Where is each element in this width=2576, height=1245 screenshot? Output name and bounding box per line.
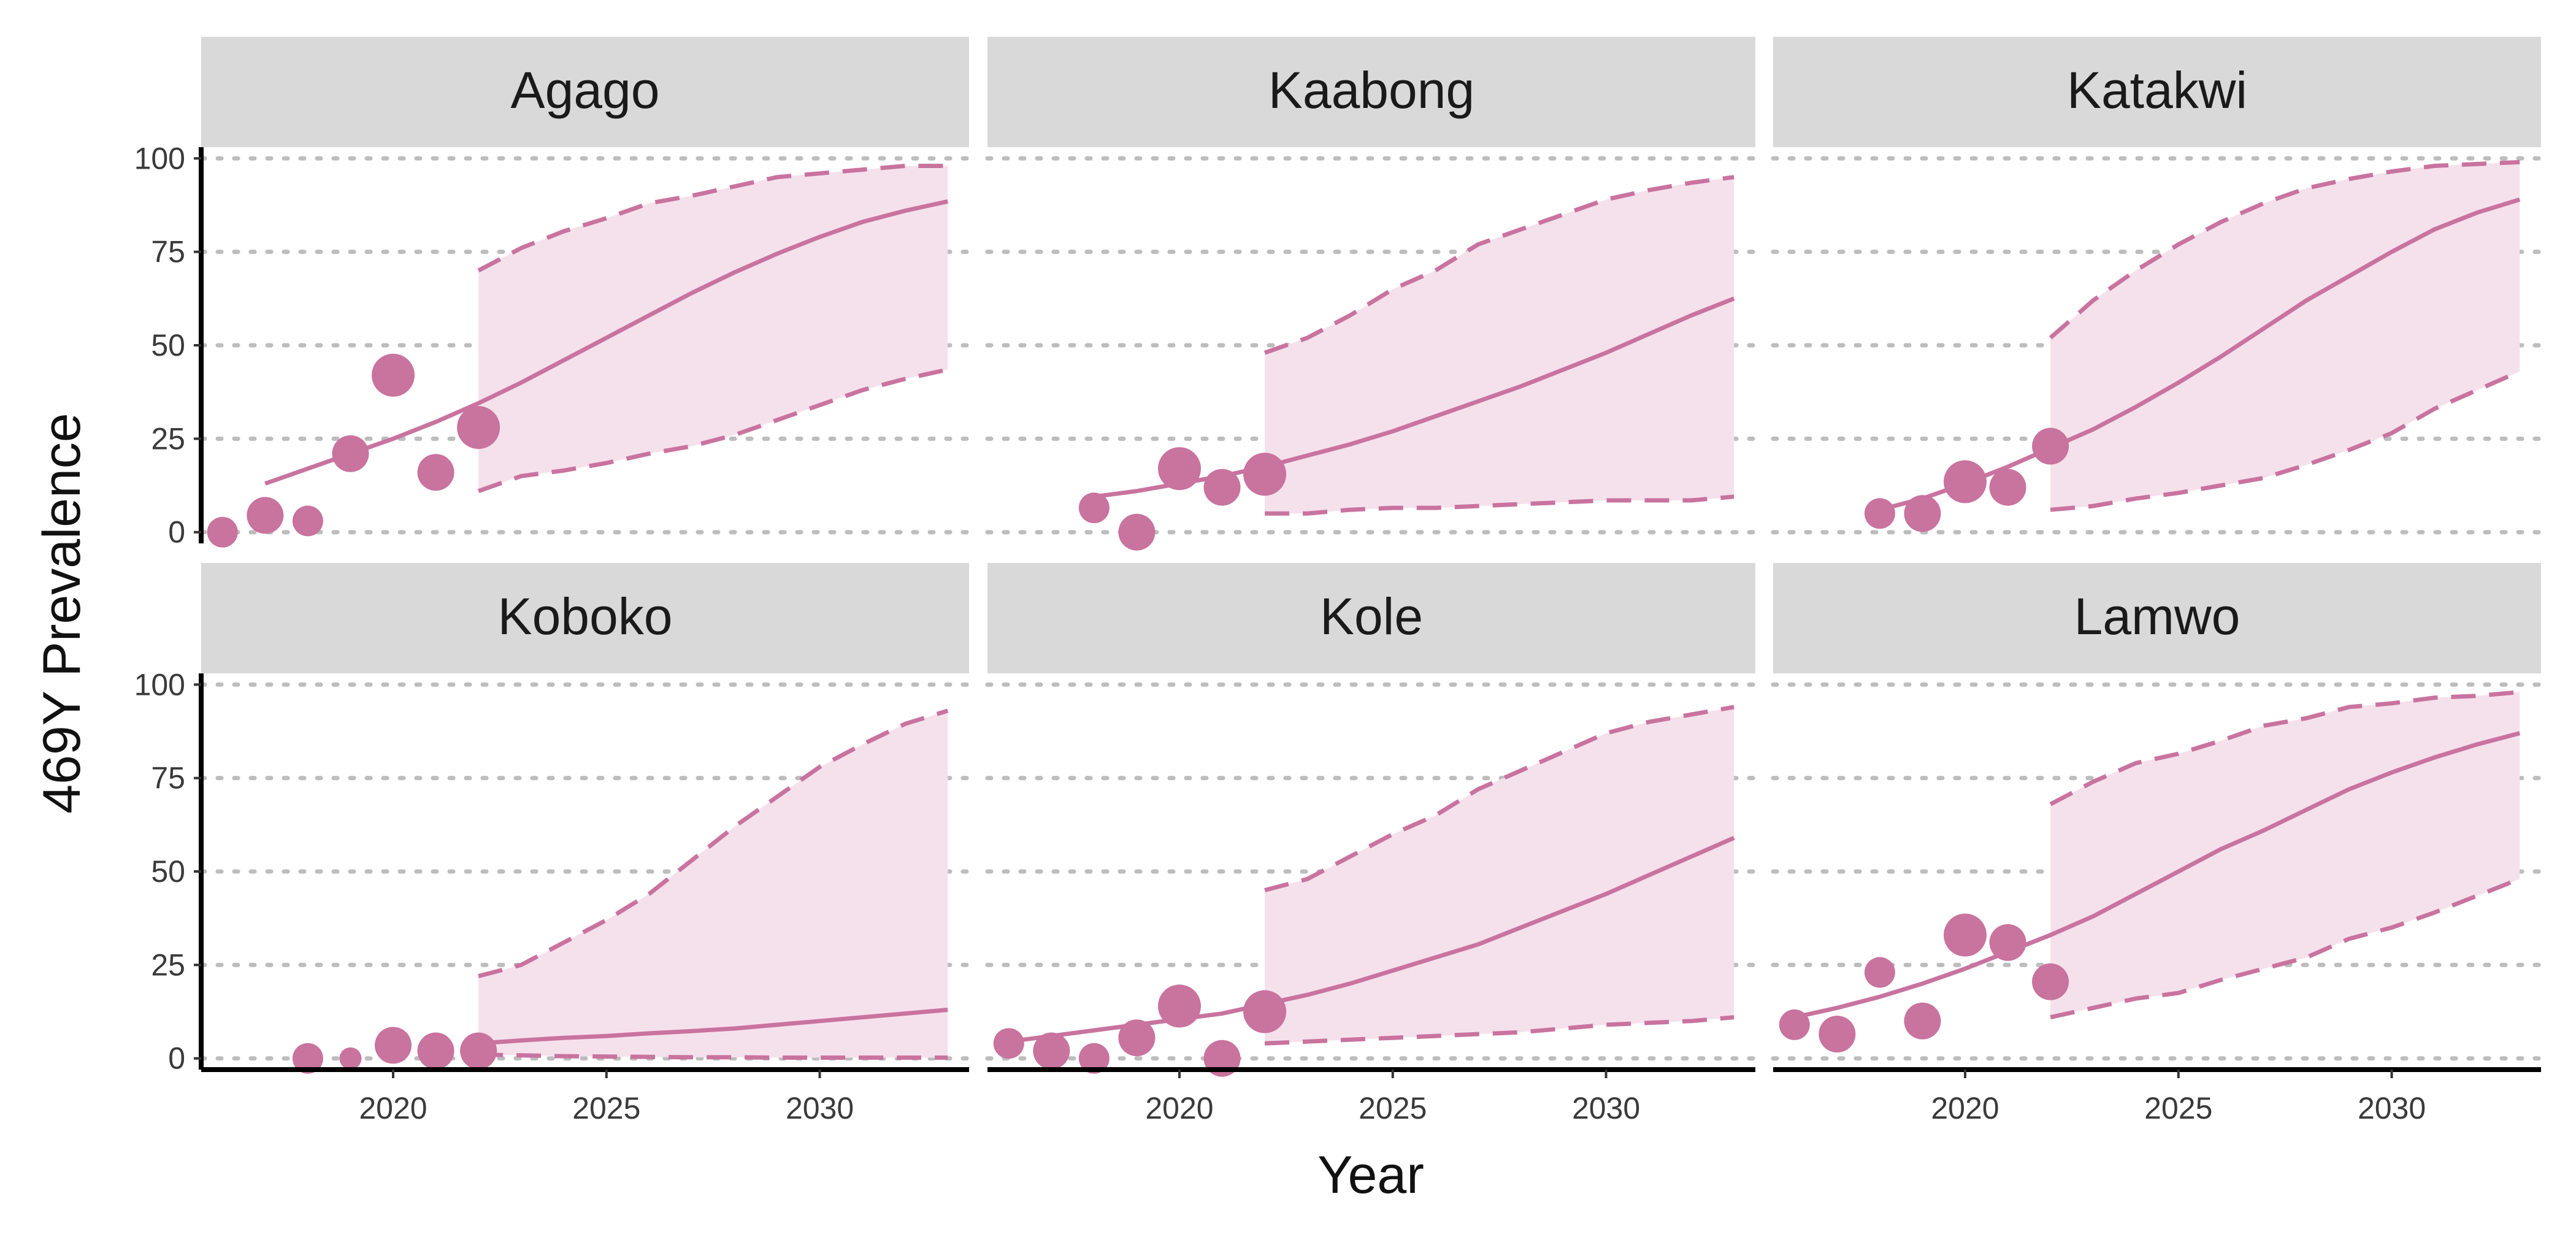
y-tick-label: 75 — [151, 235, 185, 269]
uncertainty-band — [2050, 162, 2520, 510]
x-axis-title: Year — [1317, 1146, 1424, 1205]
observed-point — [1904, 1002, 1941, 1040]
lower-bound-line — [1264, 1015, 1735, 1046]
x-tick-label: 2030 — [1572, 1091, 1640, 1125]
y-tick-label: 25 — [151, 421, 185, 456]
observed-point — [1203, 469, 1241, 506]
observed-point — [372, 353, 415, 397]
facet-strip-lamwo — [1773, 563, 2541, 673]
observed-point — [247, 497, 284, 534]
lower-bound-line — [1265, 494, 1735, 516]
y-tick-label: 0 — [168, 1041, 185, 1076]
observed-point — [1779, 1009, 1810, 1040]
observed-point — [1243, 453, 1287, 496]
facet-strip-kole — [987, 563, 1755, 673]
lower-bound-line — [2050, 876, 2521, 1020]
observed-point — [1078, 492, 1110, 524]
observed-point — [1989, 924, 2026, 961]
x-tick-label: 2020 — [359, 1091, 427, 1125]
x-tick-label: 2020 — [1145, 1091, 1213, 1125]
upper-bound-line — [1263, 175, 1735, 355]
panel-kaabong: Kaabong — [985, 37, 1758, 551]
observed-point — [292, 505, 323, 537]
y-tick-label: 75 — [151, 761, 185, 795]
observed-point — [417, 1032, 454, 1070]
model-mean-line — [478, 1008, 948, 1046]
observed-point — [332, 435, 369, 472]
model-mean-line — [264, 199, 948, 486]
observed-point — [1864, 957, 1895, 988]
x-tick-label: 2025 — [572, 1091, 640, 1125]
observed-point — [292, 1043, 323, 1074]
uncertainty-band — [478, 710, 948, 1058]
uncertainty-band — [478, 166, 948, 491]
observed-point — [1118, 513, 1156, 551]
y-tick-label: 100 — [134, 667, 185, 702]
model-mean-line — [1794, 731, 2521, 1020]
observed-point — [1158, 984, 1201, 1028]
observed-point — [417, 454, 454, 491]
observed-point — [993, 1028, 1024, 1059]
x-tick-label: 2030 — [786, 1091, 854, 1125]
panel-kole: Kole 2020 2025 2030 — [985, 563, 1758, 1125]
observed-point — [1944, 913, 1987, 957]
x-tick-label: 2020 — [1931, 1091, 1999, 1125]
observed-point — [339, 1047, 362, 1070]
upper-bound-line — [2049, 159, 2520, 340]
facet-strip-label: Koboko — [498, 588, 673, 645]
facet-strip-label: Kole — [1320, 588, 1423, 645]
facet-panels: Agago 0 25 50 75 100 Kaabong Katakwi Koboko 0 25 50… — [134, 37, 2543, 1125]
model-mean-line — [1094, 296, 1735, 499]
uncertainty-band — [1265, 707, 1735, 1044]
observed-point — [1864, 498, 1895, 529]
y-tick-label: 50 — [151, 328, 185, 362]
model-mean-line — [1879, 197, 2521, 512]
panel-agago: Agago 0 25 50 75 100 — [134, 37, 972, 550]
facet-strip-katakwi — [1773, 37, 2541, 147]
panel-lamwo: Lamwo 2020 2025 2030 — [1771, 563, 2543, 1125]
upper-bound-line — [2049, 690, 2520, 806]
uncertainty-band — [1265, 177, 1735, 514]
facet-strip-label: Katakwi — [2067, 61, 2247, 119]
observed-point — [1118, 1019, 1156, 1057]
panel-koboko: Koboko 0 25 50 75 100 2020 2025 2030 — [134, 563, 972, 1125]
observed-point — [1158, 447, 1201, 491]
panel-katakwi: Katakwi — [1771, 37, 2543, 535]
observed-point — [1078, 1043, 1110, 1074]
observed-point — [2032, 427, 2069, 465]
observed-point — [1819, 1016, 1856, 1053]
y-tick-label: 50 — [151, 854, 185, 889]
x-tick-label: 2025 — [1359, 1091, 1427, 1125]
y-tick-label: 0 — [168, 515, 185, 550]
upper-bound-line — [477, 164, 948, 273]
lower-bound-line — [477, 367, 948, 494]
observed-point — [1243, 990, 1287, 1033]
observed-point — [1944, 460, 1987, 504]
facet-strip-agago — [201, 37, 969, 147]
observed-point — [1989, 469, 2026, 506]
facet-strip-label: Agago — [511, 61, 660, 119]
lower-bound-line — [2050, 369, 2521, 512]
observed-point — [375, 1027, 412, 1064]
upper-bound-line — [478, 708, 949, 978]
x-tick-label: 2025 — [2144, 1091, 2212, 1125]
y-axis-title: 469Y Prevalence — [33, 413, 91, 813]
y-tick-label: 100 — [134, 141, 185, 175]
upper-bound-line — [1264, 705, 1735, 892]
x-tick-label: 2030 — [2358, 1091, 2426, 1125]
observed-point — [207, 516, 238, 548]
facet-strip-kaabong — [987, 37, 1755, 147]
observed-point — [457, 406, 500, 450]
observed-point — [1033, 1032, 1070, 1070]
observed-point — [460, 1032, 497, 1070]
facet-strip-label: Kaabong — [1268, 61, 1474, 119]
y-tick-label: 25 — [151, 948, 185, 982]
lower-bound-line — [478, 1052, 948, 1060]
facet-strip-koboko — [201, 563, 969, 673]
observed-point — [2032, 963, 2069, 1000]
uncertainty-band — [2050, 692, 2520, 1017]
observed-point — [1904, 495, 1941, 532]
facet-strip-label: Lamwo — [2074, 588, 2241, 645]
